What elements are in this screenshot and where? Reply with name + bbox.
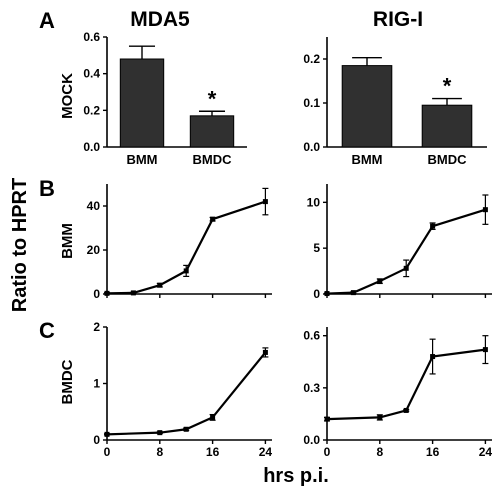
panel-a-rig-i: 0.0 0.1 0.2 BMM BMDC * — [303, 37, 487, 167]
data-point — [104, 431, 110, 437]
y-tick-label: 0 — [93, 433, 100, 447]
row-letter-a: A — [39, 8, 55, 33]
y-tick-label: 2 — [93, 320, 100, 334]
panel-c-rig-i: 0.0 0.3 0.6 0 8 16 24 — [303, 327, 492, 459]
data-point — [377, 278, 383, 284]
significance-marker: * — [443, 74, 452, 99]
bar — [189, 115, 235, 148]
row-label-mock: MOCK — [59, 73, 76, 119]
y-tick-label: 0 — [313, 287, 320, 301]
panel-a-mda5: 0.0 0.2 0.4 0.6 BMM BMDC * — [83, 30, 247, 167]
y-tick-label: 0.4 — [83, 67, 100, 81]
data-point — [350, 290, 356, 296]
data-point — [430, 223, 436, 229]
data-point — [324, 416, 330, 422]
y-tick-label: 10 — [307, 195, 321, 209]
data-point — [482, 347, 488, 353]
y-tick-label: 0.6 — [303, 329, 320, 343]
data-point — [104, 290, 110, 296]
shared-x-axis-label: hrs p.i. — [263, 465, 329, 487]
y-tick-label: 0.0 — [303, 140, 320, 154]
data-point — [157, 282, 163, 288]
y-tick-label: 0 — [93, 287, 100, 301]
panel-b-rig-i: 0 5 10 — [307, 184, 492, 301]
y-tick-label: 40 — [87, 199, 101, 213]
row-label-bmdc: BMDC — [59, 359, 76, 404]
x-category-label: BMDC — [193, 152, 233, 167]
x-tick-label: 24 — [479, 445, 493, 459]
y-tick-label: 5 — [313, 241, 320, 255]
data-point — [183, 426, 189, 432]
x-tick-label: 0 — [324, 445, 331, 459]
y-tick-label: 0.0 — [303, 433, 320, 447]
data-point — [210, 216, 216, 222]
shared-y-axis-label: Ratio to HPRT — [9, 178, 31, 312]
data-point — [482, 207, 488, 213]
y-tick-label: 0.1 — [303, 96, 320, 110]
panel-b-mda5: 0 20 40 — [87, 184, 272, 301]
row-label-bmm: BMM — [59, 223, 76, 259]
data-point — [403, 265, 409, 271]
x-category-label: BMM — [351, 152, 382, 167]
x-tick-label: 0 — [104, 445, 111, 459]
row-letter-b: B — [39, 176, 55, 201]
data-point — [130, 290, 136, 296]
series-line — [326, 208, 486, 295]
significance-marker: * — [208, 86, 217, 111]
column-title-rig-i: RIG-I — [373, 8, 423, 31]
y-tick-label: 0.6 — [83, 30, 100, 44]
data-point — [210, 414, 216, 420]
x-tick-label: 8 — [156, 445, 163, 459]
row-letter-c: C — [39, 318, 55, 343]
y-tick-label: 20 — [87, 243, 101, 257]
x-tick-label: 16 — [206, 445, 220, 459]
column-title-mda5: MDA5 — [130, 8, 190, 31]
data-point — [183, 268, 189, 274]
bar — [119, 58, 165, 148]
x-tick-label: 16 — [426, 445, 440, 459]
x-tick-label: 24 — [259, 445, 273, 459]
series-line — [106, 200, 266, 295]
data-point — [377, 414, 383, 420]
data-point — [430, 354, 436, 360]
panel-c-mda5: 0 1 2 0 8 16 24 — [93, 320, 272, 459]
data-point — [403, 407, 409, 413]
data-point — [157, 430, 163, 436]
y-tick-label: 1 — [93, 377, 100, 391]
series-line — [106, 351, 267, 436]
data-point — [262, 349, 268, 355]
x-tick-label: 8 — [376, 445, 383, 459]
y-tick-label: 0.3 — [303, 381, 320, 395]
bar — [421, 104, 473, 148]
y-tick-label: 0.2 — [83, 103, 100, 117]
y-tick-label: 0.2 — [303, 52, 320, 66]
y-tick-label: 0.0 — [83, 140, 100, 154]
x-category-label: BMM — [126, 152, 157, 167]
data-point — [262, 199, 268, 205]
bar — [341, 65, 393, 148]
x-category-label: BMDC — [428, 152, 468, 167]
data-point — [324, 291, 330, 297]
